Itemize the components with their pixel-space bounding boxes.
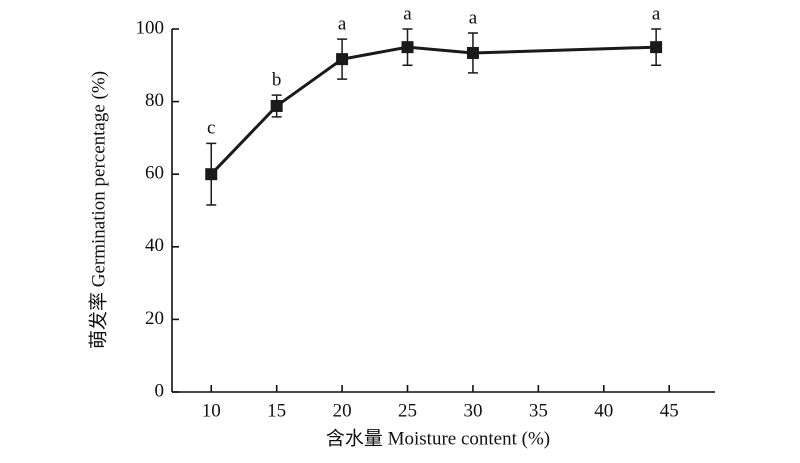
y-tick-label: 0: [155, 380, 165, 401]
significance-label: b: [272, 69, 282, 90]
x-axis-label: 含水量 Moisture content (%): [326, 427, 550, 449]
x-tick-label: 45: [660, 400, 679, 421]
x-tick-label: 25: [398, 400, 417, 421]
y-tick-label: 40: [145, 235, 164, 256]
y-tick-label: 60: [145, 163, 164, 184]
data-point: [205, 168, 218, 181]
significance-label: c: [207, 118, 215, 139]
data-point: [401, 41, 414, 54]
x-tick-label: 10: [202, 400, 221, 421]
significance-label: a: [338, 14, 347, 35]
data-point: [270, 99, 283, 112]
significance-label: a: [652, 3, 661, 24]
y-axis-label: 萌发率 Germination percentage (%): [87, 71, 109, 349]
x-tick-label: 20: [333, 400, 352, 421]
data-line: [210, 45, 657, 176]
x-tick-label: 15: [267, 400, 286, 421]
significance-label: a: [469, 7, 478, 28]
y-tick-label: 80: [145, 90, 164, 111]
x-tick-label: 40: [594, 400, 613, 421]
y-tick-label: 100: [136, 17, 165, 38]
data-point: [336, 53, 349, 66]
data-point: [466, 46, 479, 59]
data-point: [650, 41, 663, 54]
significance-label: a: [403, 3, 412, 24]
x-tick-label: 35: [529, 400, 548, 421]
x-tick-label: 30: [463, 400, 482, 421]
y-tick-label: 20: [145, 308, 164, 329]
